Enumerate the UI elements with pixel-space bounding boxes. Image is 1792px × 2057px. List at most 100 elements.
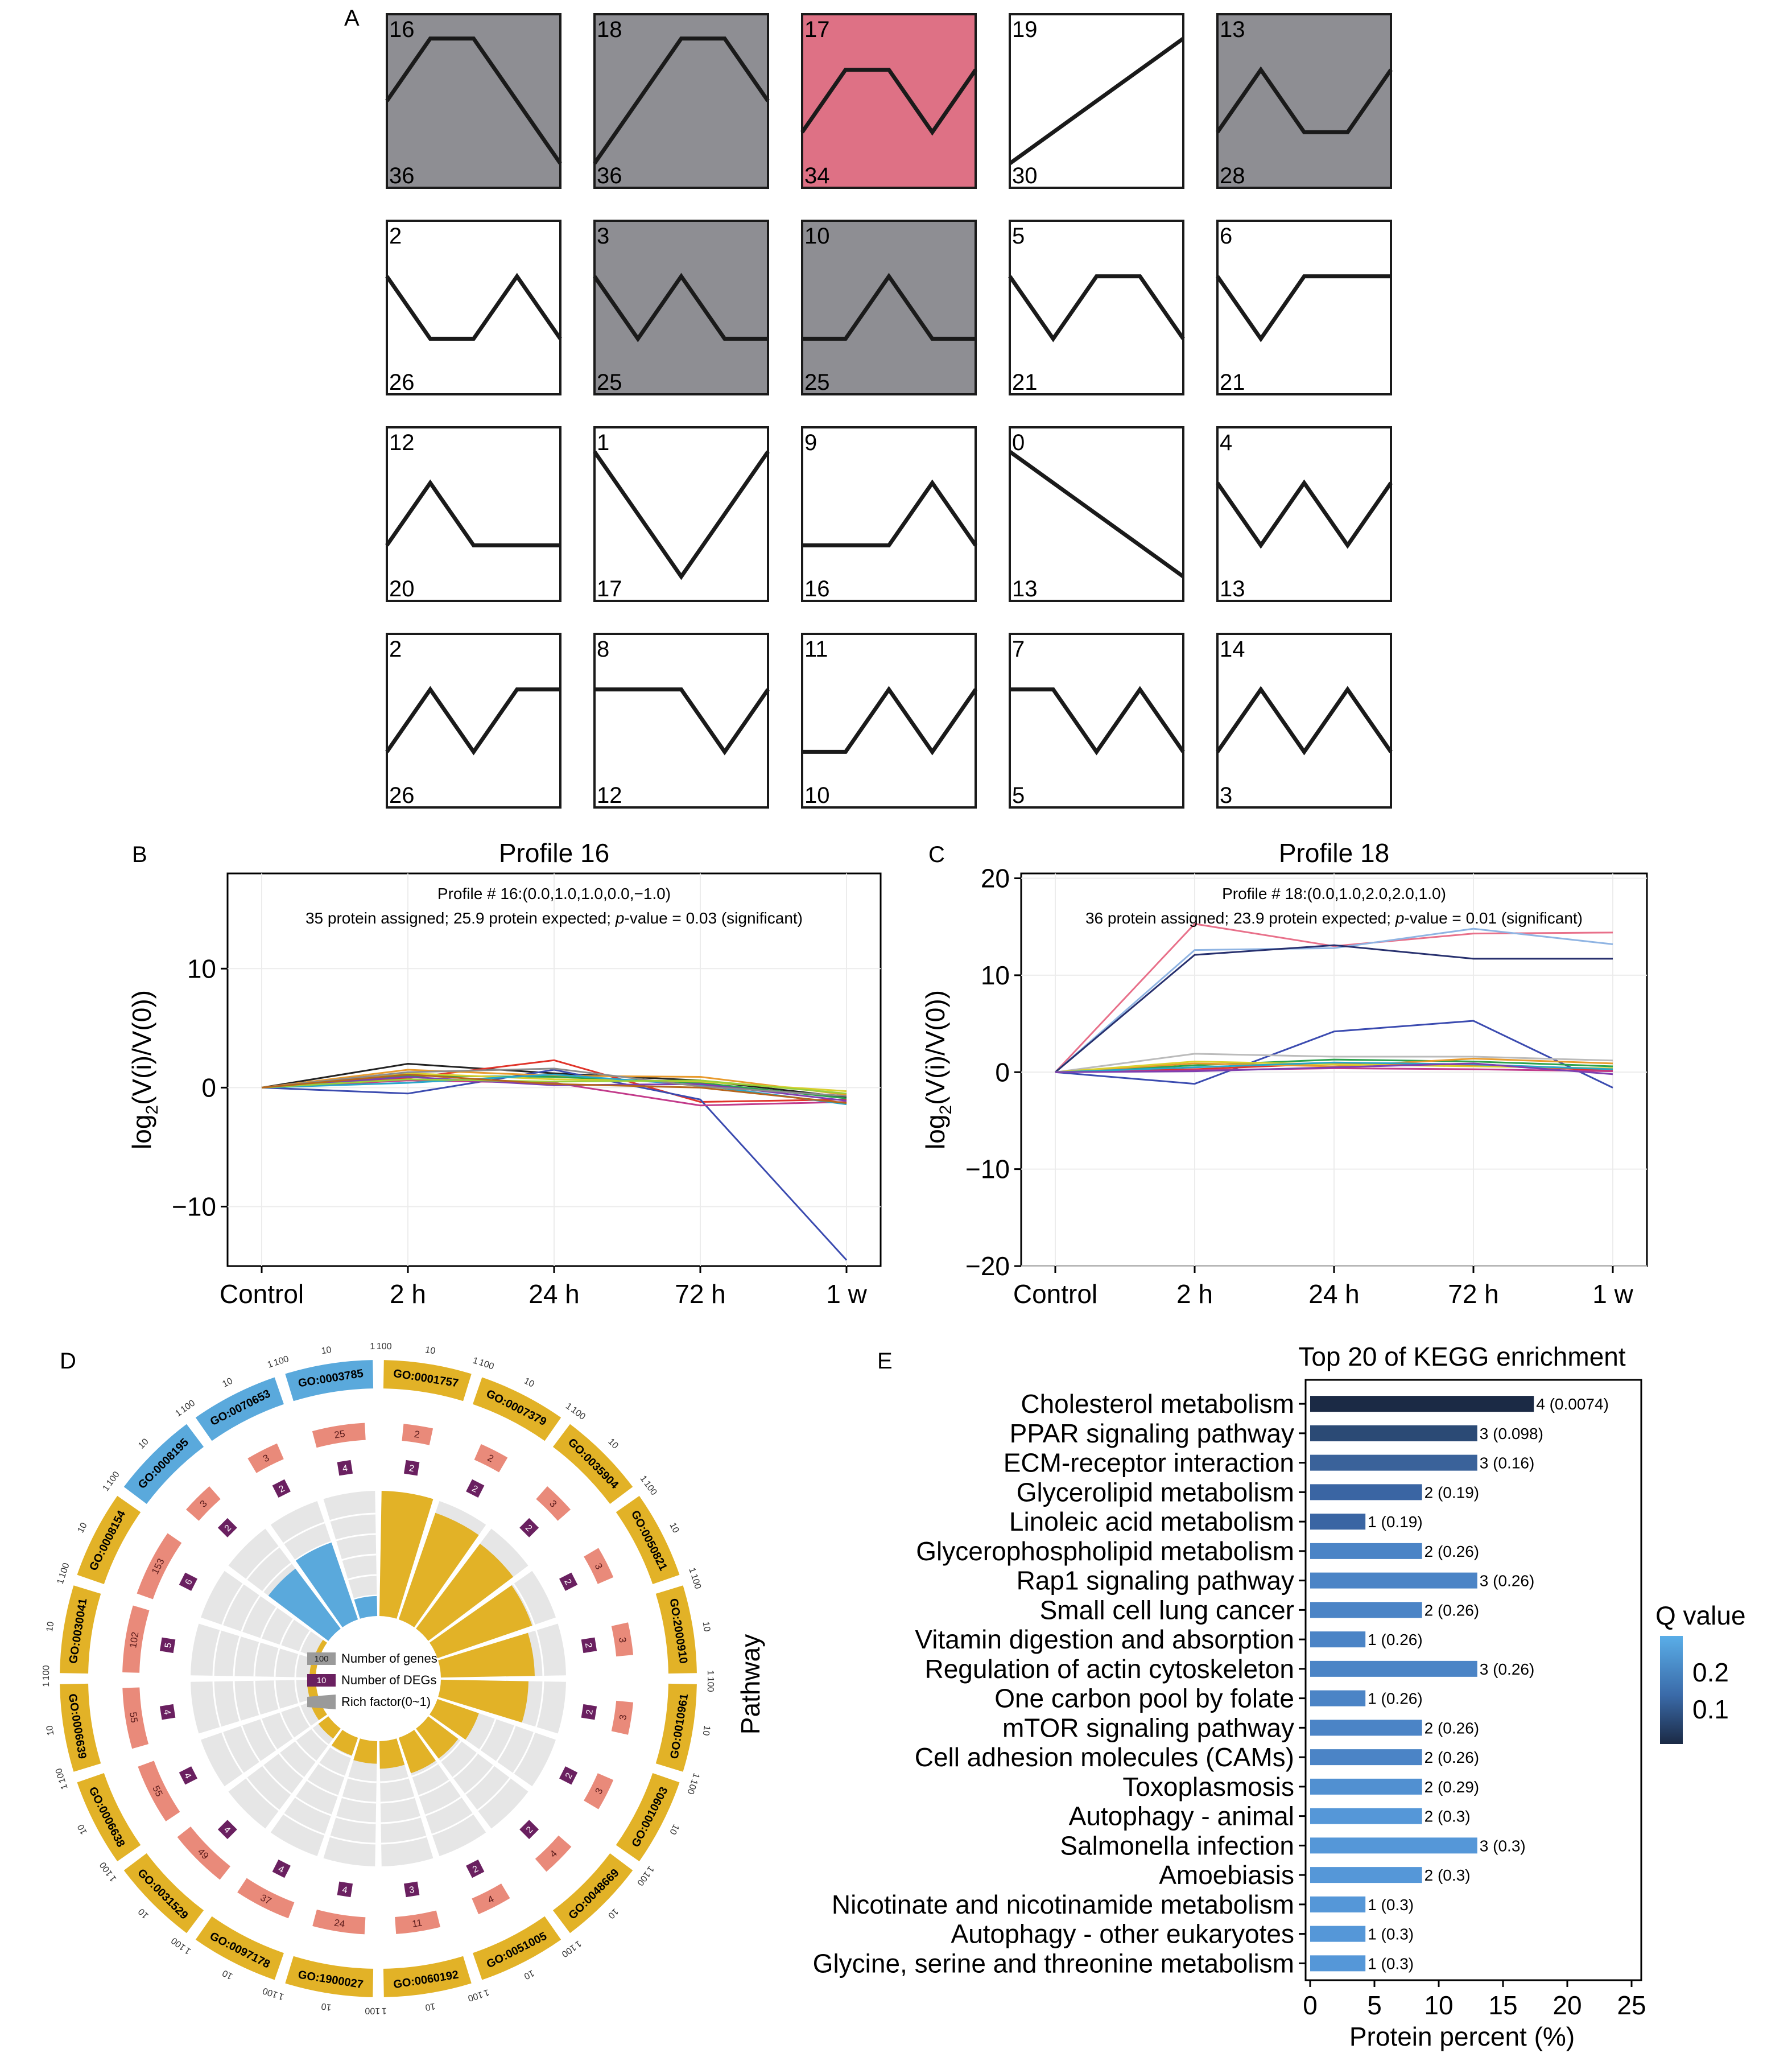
bar-q-open: ( xyxy=(1377,1690,1387,1708)
scale-tick-label: 10 xyxy=(221,1376,234,1389)
bar-q-open: ( xyxy=(1488,1454,1498,1472)
genes-count-label: 2 xyxy=(414,1429,420,1440)
bar-q: 0.19 xyxy=(1443,1483,1474,1501)
bar-q-close: ) xyxy=(1409,1955,1414,1972)
bar-q-close: ) xyxy=(1409,1896,1414,1914)
profile-info-line2: 35 protein assigned; 25.9 protein expect… xyxy=(305,909,803,927)
go-term-band xyxy=(655,1683,697,1772)
bar-count: 3 xyxy=(1480,1454,1489,1472)
kegg-bar-chart: Cholesterol metabolism 4 (0.0074) PPAR sig… xyxy=(736,1342,1746,2051)
bar-count: 2 xyxy=(1424,1808,1434,1825)
profile-box xyxy=(801,220,977,395)
profile-box xyxy=(1216,426,1392,602)
legend-tick-label: 0.2 xyxy=(1692,1658,1729,1687)
rich-factor-bg xyxy=(323,1491,378,1619)
rich-factor-bar xyxy=(416,1716,459,1759)
x-tick-label: 0 xyxy=(1303,1990,1318,2020)
rich-factor-gridline xyxy=(535,1681,544,1728)
info-text: 35 protein assigned; 25.9 protein expect… xyxy=(305,909,616,927)
info-text: -value = 0.03 (significant) xyxy=(624,909,803,927)
y-axis-label: Pathway xyxy=(736,1634,765,1734)
bar-q-close: ) xyxy=(1529,1572,1534,1590)
y-axis-label: log2(V(i)/V(0)) xyxy=(920,990,955,1149)
bar-q-open: ( xyxy=(1433,1808,1443,1825)
genes-count-bar xyxy=(611,1700,634,1735)
profile-count: 5 xyxy=(1012,783,1025,808)
bar xyxy=(1310,1454,1477,1471)
scale-tick-label: 10 xyxy=(321,1345,332,1357)
bar-q-close: ) xyxy=(1465,1808,1470,1825)
panel-label-b: B xyxy=(132,842,147,867)
profile-line xyxy=(802,686,977,756)
degs-count-box xyxy=(559,1766,578,1785)
scale-tick-label: 10 xyxy=(137,1906,151,1920)
profile-count: 26 xyxy=(389,783,415,808)
bar-q: 0.16 xyxy=(1498,1454,1529,1472)
rich-factor-gridline xyxy=(418,1779,450,1797)
bar-value-label: 3 (0.3) xyxy=(1480,1837,1526,1854)
bar-q-open: ( xyxy=(1377,1926,1387,1943)
pathway-label: PPAR signaling pathway xyxy=(1010,1419,1294,1448)
scale-tick-label: 100 xyxy=(272,1354,290,1368)
rich-factor-bar xyxy=(398,1730,436,1774)
series-line xyxy=(1055,1057,1613,1073)
bar-q-close: ) xyxy=(1538,1425,1543,1442)
profile-box xyxy=(801,633,977,809)
legend-rich-label: Rich factor(0~1) xyxy=(341,1695,431,1709)
profile-box xyxy=(593,220,769,395)
bar-q-open: ( xyxy=(1488,1837,1498,1854)
genes-count-label: 11 xyxy=(411,1917,423,1930)
profile-count: 36 xyxy=(389,163,415,188)
scale-tick-label: 100 xyxy=(642,1479,658,1498)
bar xyxy=(1310,1484,1422,1501)
degs-count-box xyxy=(272,1859,291,1878)
bar-q: 0.26 xyxy=(1498,1572,1529,1590)
rich-factor-gridline xyxy=(336,1816,376,1824)
rich-factor-gridline xyxy=(253,1642,261,1677)
rich-factor-gridline xyxy=(330,1746,352,1758)
pathway-label: Small cell lung cancer xyxy=(1040,1595,1294,1625)
y-axis-label-text: (V(i)/V(0)) xyxy=(127,990,156,1105)
genes-count-bar xyxy=(474,1444,508,1473)
bar-value-label: 3 (0.16) xyxy=(1480,1454,1535,1472)
pathway-label: Nicotinate and nicotinamide metabolism xyxy=(832,1890,1294,1919)
bar-q-close: ) xyxy=(1474,1483,1479,1501)
profile-box xyxy=(386,220,561,395)
scale-tick-label: 10 xyxy=(321,2001,332,2013)
profile-line xyxy=(802,273,976,341)
bar-value-label: 1 (0.26) xyxy=(1368,1631,1423,1648)
degs-count-label: 3 xyxy=(408,1885,415,1895)
scale-tick-label: 100 xyxy=(170,1935,188,1952)
x-tick-label: 15 xyxy=(1488,1990,1517,2020)
profile-box xyxy=(386,426,561,602)
bar-count: 1 xyxy=(1368,1955,1377,1972)
profile-id: 2 xyxy=(389,637,402,662)
chart-title: Profile 16 xyxy=(499,838,609,868)
bar-q: 0.3 xyxy=(1386,1896,1409,1914)
rich-factor-gridline xyxy=(262,1562,292,1593)
info-text: 36 protein assigned; 23.9 protein expect… xyxy=(1085,909,1395,927)
panel-label-e: E xyxy=(877,1349,893,1374)
profile-count: 13 xyxy=(1012,576,1038,601)
bar-count: 1 xyxy=(1368,1926,1377,1943)
genes-count-label: 3 xyxy=(617,1714,629,1721)
rich-factor-gridline xyxy=(535,1630,544,1676)
bar-count: 3 xyxy=(1480,1572,1489,1590)
profile-box xyxy=(1216,633,1392,809)
bar-q: 0.3 xyxy=(1386,1926,1409,1943)
bar-q-close: ) xyxy=(1474,1543,1479,1560)
y-axis-label-sub: 2 xyxy=(936,1105,955,1115)
x-axis-label: Protein percent (%) xyxy=(1349,2022,1575,2051)
profile-line xyxy=(800,68,977,136)
profile-id: 2 xyxy=(389,224,402,249)
profile-box xyxy=(593,13,769,189)
genes-count-bar xyxy=(472,1883,510,1915)
scale-tick-label: 100 xyxy=(569,1405,587,1422)
rich-factor-gridline xyxy=(341,1796,377,1804)
genes-count-bar xyxy=(312,1909,366,1935)
profile-id: 3 xyxy=(597,224,609,249)
bar-q-open: ( xyxy=(1433,1719,1443,1737)
profile-box xyxy=(593,426,769,602)
series-line xyxy=(1055,927,1613,1073)
profile-box xyxy=(1009,220,1184,395)
